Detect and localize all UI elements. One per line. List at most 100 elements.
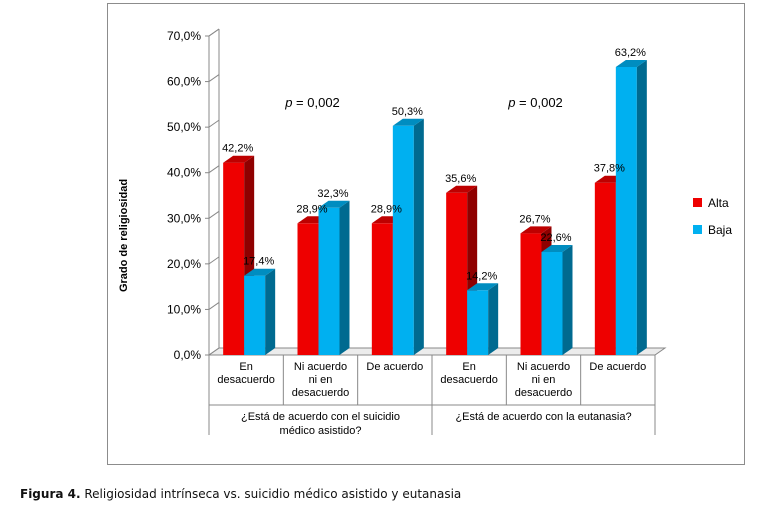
- category-label-line: desacuerdo: [217, 374, 275, 386]
- bar-side: [562, 245, 573, 355]
- group-label-line: ¿Está de acuerdo con el suicidio: [241, 411, 400, 423]
- y-tick-label: 70,0%: [167, 29, 201, 43]
- bar-chart: 0,0% 10,0% 20,0% 30,0% 40,0% 50,0% 60,0% 70,0% G…: [118, 28, 732, 437]
- bar-baja: [541, 245, 573, 355]
- bar-baja: [615, 59, 647, 355]
- bar-top: [615, 59, 647, 67]
- legend: Alta Baja: [693, 196, 732, 237]
- data-label: 35,6%: [445, 173, 476, 185]
- bar-front: [467, 290, 489, 355]
- p-value-text: = 0,002: [292, 95, 339, 110]
- data-label: 26,7%: [519, 213, 550, 225]
- y-tick-label: 10,0%: [167, 302, 201, 316]
- data-label: 28,9%: [371, 203, 402, 215]
- bar-front: [594, 182, 616, 355]
- bar-side: [488, 283, 499, 355]
- y-tick-label: 0,0%: [174, 348, 202, 362]
- category-label: De acuerdo: [366, 361, 423, 373]
- data-label: 28,9%: [296, 203, 327, 215]
- y-tick-depth: [208, 347, 220, 356]
- bar-front: [392, 125, 414, 355]
- y-tick-depth: [208, 302, 220, 310]
- category-label-line: En: [239, 361, 252, 373]
- bar-top: [392, 118, 424, 126]
- y-tick-label: 30,0%: [167, 211, 201, 225]
- data-label: 22,6%: [540, 232, 571, 244]
- p-value-symbol: p: [284, 95, 292, 110]
- bar-front: [223, 162, 245, 355]
- bar-top: [244, 268, 276, 276]
- bar-front: [371, 223, 393, 355]
- p-value-annotation: p = 0,002: [284, 95, 340, 110]
- y-tick-depth: [208, 119, 220, 128]
- category-label-line: De acuerdo: [589, 361, 646, 373]
- bar-side: [413, 118, 424, 355]
- figure-caption: Figura 4. Religiosidad intrínseca vs. su…: [20, 487, 461, 501]
- category-label-line: Ni acuerdo: [294, 361, 347, 373]
- category-label-line: desacuerdo: [440, 374, 498, 386]
- bar-side: [265, 268, 276, 355]
- legend-swatch-baja: [693, 225, 702, 234]
- category-label-line: desacuerdo: [292, 387, 350, 399]
- chart-frame: 0,0% 10,0% 20,0% 30,0% 40,0% 50,0% 60,0% 70,0% G…: [107, 3, 745, 465]
- category-label-line: ni en: [309, 374, 333, 386]
- data-label: 63,2%: [615, 47, 646, 59]
- category-label-line: De acuerdo: [366, 361, 423, 373]
- bar-front: [541, 252, 563, 355]
- group-label: ¿Está de acuerdo con la eutanasia?: [455, 411, 631, 423]
- y-tick-depth: [208, 256, 220, 265]
- category-label: De acuerdo: [589, 361, 646, 373]
- bar-top: [541, 245, 573, 253]
- category-label-line: desacuerdo: [515, 387, 573, 399]
- y-tick-depth: [208, 74, 220, 82]
- bar-top: [318, 200, 350, 208]
- data-labels: 42,2% 17,4% 28,9% 32,3% 28,9% 50,3% 35,6% 14,2%…: [222, 47, 646, 282]
- data-label: 42,2%: [222, 143, 253, 155]
- p-value-symbol: p: [507, 95, 515, 110]
- category-label: Ni acuerdo ni en desacuerdo: [292, 361, 350, 399]
- y-axis-title: Grado de religiosidad: [118, 179, 130, 292]
- category-label-line: En: [462, 361, 475, 373]
- bar-front: [297, 223, 319, 355]
- bar-top: [223, 155, 255, 163]
- data-label: 14,2%: [466, 270, 497, 282]
- bar-side: [636, 59, 647, 355]
- data-label: 37,8%: [594, 163, 625, 175]
- bar-top: [446, 185, 478, 193]
- bar-top: [520, 226, 552, 234]
- bar-front: [244, 275, 266, 355]
- category-label: En desacuerdo: [217, 361, 275, 386]
- bar-top: [467, 283, 499, 291]
- category-label-line: ni en: [532, 374, 556, 386]
- data-label: 50,3%: [392, 106, 423, 118]
- p-value-annotation: p = 0,002: [507, 95, 563, 110]
- bar-baja: [392, 118, 424, 355]
- bar-front: [446, 192, 468, 355]
- figure-number: Figura 4.: [20, 487, 81, 501]
- bars: [223, 59, 647, 355]
- data-label: 17,4%: [243, 256, 274, 268]
- bar-front: [318, 207, 340, 355]
- data-label: 32,3%: [317, 188, 348, 200]
- legend-label-alta: Alta: [708, 196, 729, 210]
- y-tick-label: 60,0%: [167, 75, 201, 89]
- category-label-line: Ni acuerdo: [517, 361, 570, 373]
- category-label: En desacuerdo: [440, 361, 498, 386]
- bar-front: [615, 66, 637, 355]
- y-tick-depth: [208, 165, 220, 174]
- y-tick-depth: [208, 210, 220, 219]
- y-tick-depth: [208, 28, 220, 37]
- legend-label-baja: Baja: [708, 223, 732, 237]
- bar-front: [520, 233, 542, 355]
- bar-side: [339, 200, 350, 355]
- y-tick-label: 50,0%: [167, 120, 201, 134]
- bar-baja: [318, 200, 350, 355]
- group-label-line: médico asistido?: [280, 425, 362, 437]
- group-label-line: ¿Está de acuerdo con la eutanasia?: [455, 411, 631, 423]
- y-tick-label: 40,0%: [167, 166, 201, 180]
- category-label: Ni acuerdo ni en desacuerdo: [515, 361, 573, 399]
- legend-swatch-alta: [693, 198, 702, 207]
- group-label: ¿Está de acuerdo con el suicidio médico a…: [241, 411, 400, 437]
- figure-caption-text: Religiosidad intrínseca vs. suicidio méd…: [84, 487, 462, 501]
